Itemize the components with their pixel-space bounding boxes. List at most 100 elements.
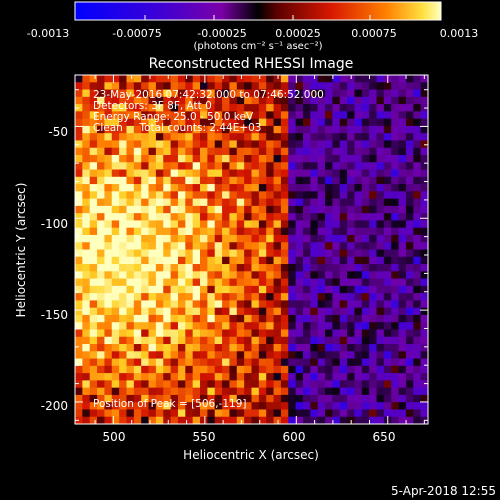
heatmap-cell [369,133,377,141]
heatmap-cell [163,351,171,359]
heatmap-cell [258,278,267,287]
heatmap-cell [119,220,127,229]
heatmap-cell [332,373,341,381]
heatmap-cell [97,111,105,120]
heatmap-cell [111,416,120,425]
heatmap-cell [148,387,157,396]
heatmap-cell [244,329,252,338]
heatmap-cell [288,344,297,352]
heatmap-cell [75,205,83,214]
heatmap-cell [391,176,399,185]
heatmap-cell [133,213,142,221]
heatmap-cell [258,213,267,221]
heatmap-cell [192,104,201,112]
heatmap-cell [369,271,377,279]
heatmap-cell [82,416,91,425]
heatmap-cell [295,147,304,156]
heatmap-cell [266,176,274,185]
heatmap-cell [383,111,392,120]
heatmap-cell [288,402,297,410]
heatmap-cell [236,394,245,403]
heatmap-cell [310,278,319,287]
heatmap-cell [413,329,422,338]
heatmap-cell [163,402,171,410]
heatmap-cell [280,329,289,338]
heatmap-cell [317,249,326,258]
heatmap-cell [405,191,414,199]
heatmap-cell [170,147,179,156]
heatmap-cell [236,307,245,316]
heatmap-cell [295,314,304,323]
heatmap-cell [170,409,179,418]
heatmap-cell [111,285,120,294]
heatmap-cell [89,227,98,236]
heatmap-cell [214,82,223,90]
heatmap-cell [266,409,274,418]
heatmap-cell [141,118,149,127]
heatmap-cell [347,351,355,359]
heatmap-cell [177,387,186,396]
heatmap-cell [222,213,230,221]
heatmap-cell [266,96,274,105]
heatmap-cell [266,162,274,170]
heatmap-cell [347,380,355,389]
heatmap-cell [405,285,414,294]
heatmap-cell [148,198,157,207]
heatmap-cell [177,409,186,418]
heatmap-cell [214,380,223,389]
heatmap-cell [148,249,157,258]
heatmap-cell [347,184,355,192]
heatmap-cell [398,249,407,258]
heatmap-cell [413,205,422,214]
heatmap-cell [347,285,355,294]
heatmap-cell [405,169,414,178]
heatmap-cell [347,387,355,396]
heatmap-cell [148,176,157,185]
heatmap-cell [302,264,311,272]
heatmap-cell [376,285,385,294]
heatmap-cell [200,293,208,301]
heatmap-cell [75,169,83,178]
heatmap-cell [332,176,341,185]
heatmap-cell [200,111,208,120]
heatmap-cell [222,198,230,207]
heatmap-cell [97,380,105,389]
heatmap-cell [354,75,363,83]
heatmap-cell [413,307,422,316]
heatmap-cell [133,285,142,294]
heatmap-cell [244,147,252,156]
heatmap-cell [75,176,83,185]
heatmap-cell [295,351,304,359]
heatmap-cell [170,176,179,185]
heatmap-cell [170,154,179,163]
heatmap-cell [244,82,252,90]
heatmap-cell [383,365,392,374]
heatmap-cell [89,300,98,309]
heatmap-cell [317,220,326,229]
heatmap-cell [214,322,223,330]
heatmap-cell [347,329,355,338]
heatmap-cell [280,213,289,221]
heatmap-cell [302,358,311,367]
heatmap-cell [251,373,260,381]
heatmap-cell [398,314,407,323]
heatmap-cell [75,380,83,389]
heatmap-cell [420,322,429,330]
heatmap-cell [361,205,370,214]
heatmap-cell [126,205,135,214]
heatmap-cell [200,307,208,316]
heatmap-cell [332,104,341,112]
heatmap-cell [347,256,355,265]
heatmap-cell [288,336,297,345]
heatmap-cell [236,220,245,229]
heatmap-cell [119,358,127,367]
heatmap-cell [273,329,282,338]
heatmap-cell [310,380,319,389]
heatmap-cell [413,256,422,265]
heatmap-cell [163,147,171,156]
heatmap-cell [325,387,333,396]
heatmap-cell [97,191,105,199]
heatmap-cell [82,402,91,410]
heatmap-cell [288,394,297,403]
heatmap-cell [244,314,252,323]
